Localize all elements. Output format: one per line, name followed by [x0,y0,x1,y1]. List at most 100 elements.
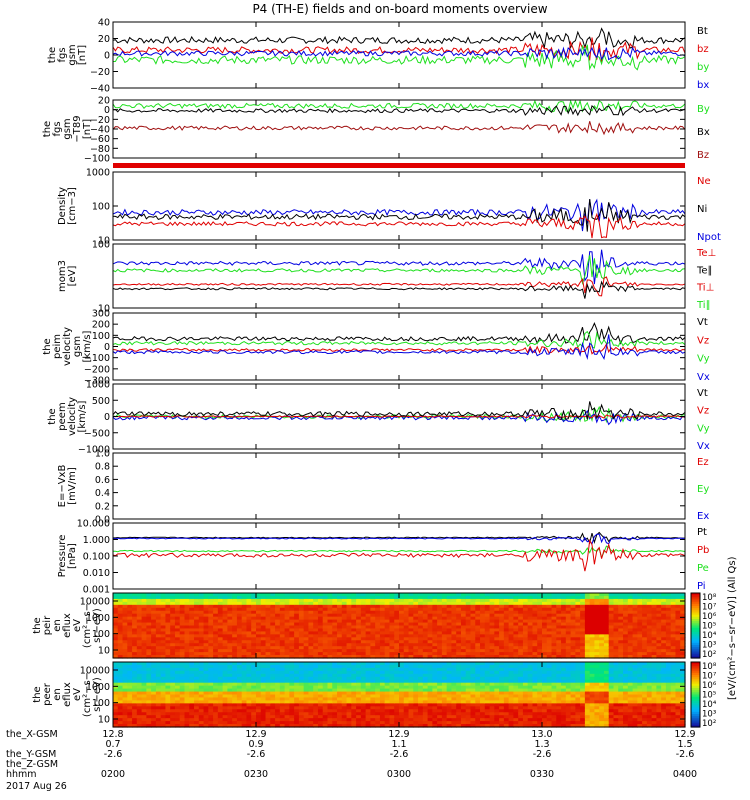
heatmap-cell [608,598,615,603]
heatmap-cell [208,610,214,615]
heatmap-cell [470,715,476,719]
heatmap-cell [246,646,252,650]
heatmap-cell [256,634,262,638]
heatmap-cell [317,709,324,713]
heatmap-cell [132,691,138,696]
heatmap-cell [332,709,338,713]
heatmap-cell [532,610,538,615]
heatmap-cell [289,682,295,687]
heatmap-cell [256,613,262,618]
heatmap-cell [527,631,534,635]
heatmap-cell [265,721,271,725]
heatmap-cell [170,670,176,675]
heatmap-cell [236,613,243,618]
heatmap-cell [289,703,295,707]
heatmap-cell [384,676,391,681]
heatmap-cell [189,664,195,669]
heatmap-cell [589,640,596,644]
heatmap-cell [399,724,405,728]
heatmap-cell [351,724,357,728]
y-axis-label: the [47,408,58,424]
heatmap-cell [665,616,672,621]
heatmap-cell [656,640,662,644]
heatmap-cell [627,601,634,606]
heatmap-cell [284,706,290,710]
heatmap-cell [155,700,162,704]
heatmap-cell [670,601,677,606]
heatmap-cell [661,643,667,647]
heatmap-cell [198,598,205,603]
heatmap-cell [141,682,147,687]
heatmap-cell [270,685,276,690]
heatmap-cell [284,694,290,699]
heatmap-cell [275,676,281,681]
heatmap-cell [522,604,529,609]
heatmap-cell [527,673,534,678]
heatmap-cell [603,593,610,597]
heatmap-cell [475,622,481,627]
heatmap-cell [503,673,510,678]
heatmap-cell [508,670,514,675]
heatmap-cell [532,709,538,713]
heatmap-cell [284,664,290,669]
heatmap-cell [308,703,314,707]
heatmap-cell [427,685,433,690]
heatmap-cell [451,616,457,621]
heatmap-cell [308,640,314,644]
heatmap-cell [298,685,305,690]
heatmap-cell [146,676,152,681]
heatmap-cell [303,601,310,606]
heatmap-cell [313,721,319,725]
heatmap-cell [256,610,262,615]
heatmap-cell [670,610,677,615]
series-line-bx [112,105,686,117]
heatmap-cell [356,616,362,621]
heatmap-cell [627,622,634,627]
heatmap-cell [422,625,429,630]
heatmap-cell [217,721,224,725]
heatmap-cell [346,679,352,684]
heatmap-cell [527,601,534,606]
heatmap-cell [313,718,319,722]
heatmap-cell [546,595,553,600]
heatmap-cell [379,601,386,606]
heatmap-cell [146,619,152,624]
heatmap-cell [356,601,362,606]
heatmap-cell [470,622,476,627]
heatmap-cell [518,598,524,603]
heatmap-cell [422,646,429,650]
heatmap-cell [646,631,653,635]
heatmap-cell [503,676,510,681]
heatmap-cell [513,715,519,719]
heatmap-cell [542,652,548,656]
heatmap-cell [389,631,395,635]
heatmap-cell [160,610,167,615]
heatmap-cell [680,655,686,659]
heatmap-cell [437,637,443,641]
heatmap-cell [360,697,367,701]
heatmap-cell [499,670,505,675]
heatmap-cell [170,667,176,672]
heatmap-cell [408,595,414,600]
heatmap-cell [270,724,276,728]
heatmap-cell [284,646,290,650]
heatmap-cell [294,712,300,716]
heatmap-cell [141,595,147,600]
heatmap-cell [584,637,591,641]
heatmap-cell [470,607,476,612]
heatmap-cell [327,662,333,666]
heatmap-cell [351,662,357,666]
heatmap-cell [632,652,638,656]
heatmap-cell [203,712,209,716]
y-tick-label: 10 [98,236,110,247]
heatmap-cell [460,700,467,704]
heatmap-cell [575,593,581,597]
heatmap-cell [189,593,195,597]
heatmap-cell [384,664,391,669]
heatmap-cell [337,613,343,618]
heatmap-cell [279,679,286,684]
heatmap-cell [680,613,686,618]
heatmap-cell [365,679,371,684]
heatmap-cell [198,718,205,722]
y-tick-label: 0.4 [95,488,110,499]
